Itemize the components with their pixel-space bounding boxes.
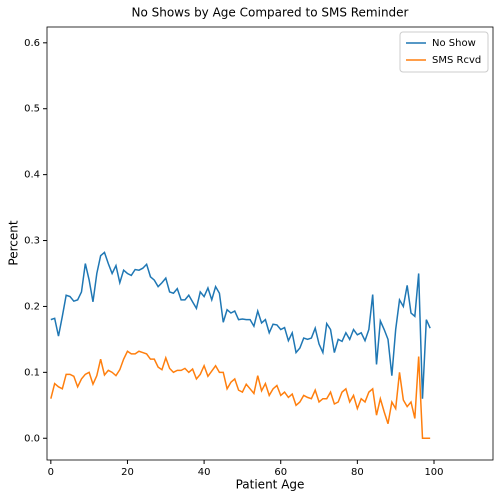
y-tick-label: 0.2 (24, 301, 40, 312)
y-tick-label: 0.1 (24, 367, 40, 378)
legend-label: No Show (432, 38, 476, 49)
y-tick-label: 0.6 (24, 38, 40, 49)
series-line (50, 350, 431, 439)
y-tick-label: 0.4 (24, 170, 40, 181)
series-line (50, 251, 431, 399)
chart-title: No Shows by Age Compared to SMS Reminder (131, 6, 408, 20)
y-tick-label: 0.3 (24, 236, 40, 247)
x-tick-label: 60 (274, 467, 287, 478)
legend-label: SMS Rcvd (432, 55, 481, 66)
x-tick-label: 80 (351, 467, 364, 478)
x-tick-label: 20 (121, 467, 134, 478)
x-tick-label: 0 (48, 467, 54, 478)
x-tick-label: 100 (424, 467, 443, 478)
y-tick-label: 0.0 (24, 433, 40, 444)
x-tick-label: 40 (198, 467, 211, 478)
legend-box (399, 31, 489, 73)
x-axis-label: Patient Age (236, 478, 305, 492)
y-tick-label: 0.5 (24, 104, 40, 115)
y-axis-label: Percent (7, 220, 21, 265)
plot-frame (46, 26, 494, 461)
legend: No Show SMS Rcvd (399, 31, 489, 73)
